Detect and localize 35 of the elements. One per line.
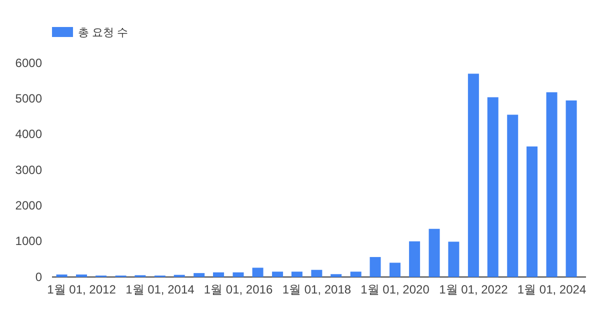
y-tick-label: 2000 xyxy=(15,198,42,213)
bar xyxy=(194,273,205,277)
x-tick-label: 1월 01, 2024 xyxy=(517,282,586,297)
bar xyxy=(232,272,244,277)
bar xyxy=(370,257,381,277)
bar xyxy=(330,274,342,277)
legend-label: 총 요청 수 xyxy=(78,27,128,39)
x-tick-label: 1월 01, 2020 xyxy=(360,282,430,297)
bar xyxy=(390,262,401,277)
y-tick-label: 0 xyxy=(35,270,42,284)
x-tick-label: 1월 01, 2022 xyxy=(439,282,508,297)
bar xyxy=(272,272,284,277)
bar xyxy=(507,114,518,277)
y-tick-label: 6000 xyxy=(15,56,42,70)
y-tick-label: 5000 xyxy=(15,92,42,106)
x-tick-label: 1월 01, 2018 xyxy=(282,282,352,297)
x-tick-label: 1월 01, 2014 xyxy=(126,282,195,297)
bar xyxy=(291,272,302,277)
x-tick-label: 1월 01, 2012 xyxy=(47,282,116,297)
bar xyxy=(487,97,498,277)
y-tick-label: 3000 xyxy=(15,162,42,177)
bar xyxy=(526,146,538,277)
bar xyxy=(213,272,224,277)
bar xyxy=(252,268,264,277)
bar xyxy=(409,241,420,277)
bar xyxy=(566,100,577,277)
bar xyxy=(448,242,460,277)
bar xyxy=(546,92,558,277)
y-tick-label: 1000 xyxy=(15,234,42,248)
bar xyxy=(350,272,362,277)
bar xyxy=(311,270,322,277)
bar xyxy=(428,228,440,277)
bar xyxy=(468,74,479,277)
x-tick-label: 1월 01, 2016 xyxy=(204,282,273,297)
y-tick-label: 4000 xyxy=(15,127,42,142)
